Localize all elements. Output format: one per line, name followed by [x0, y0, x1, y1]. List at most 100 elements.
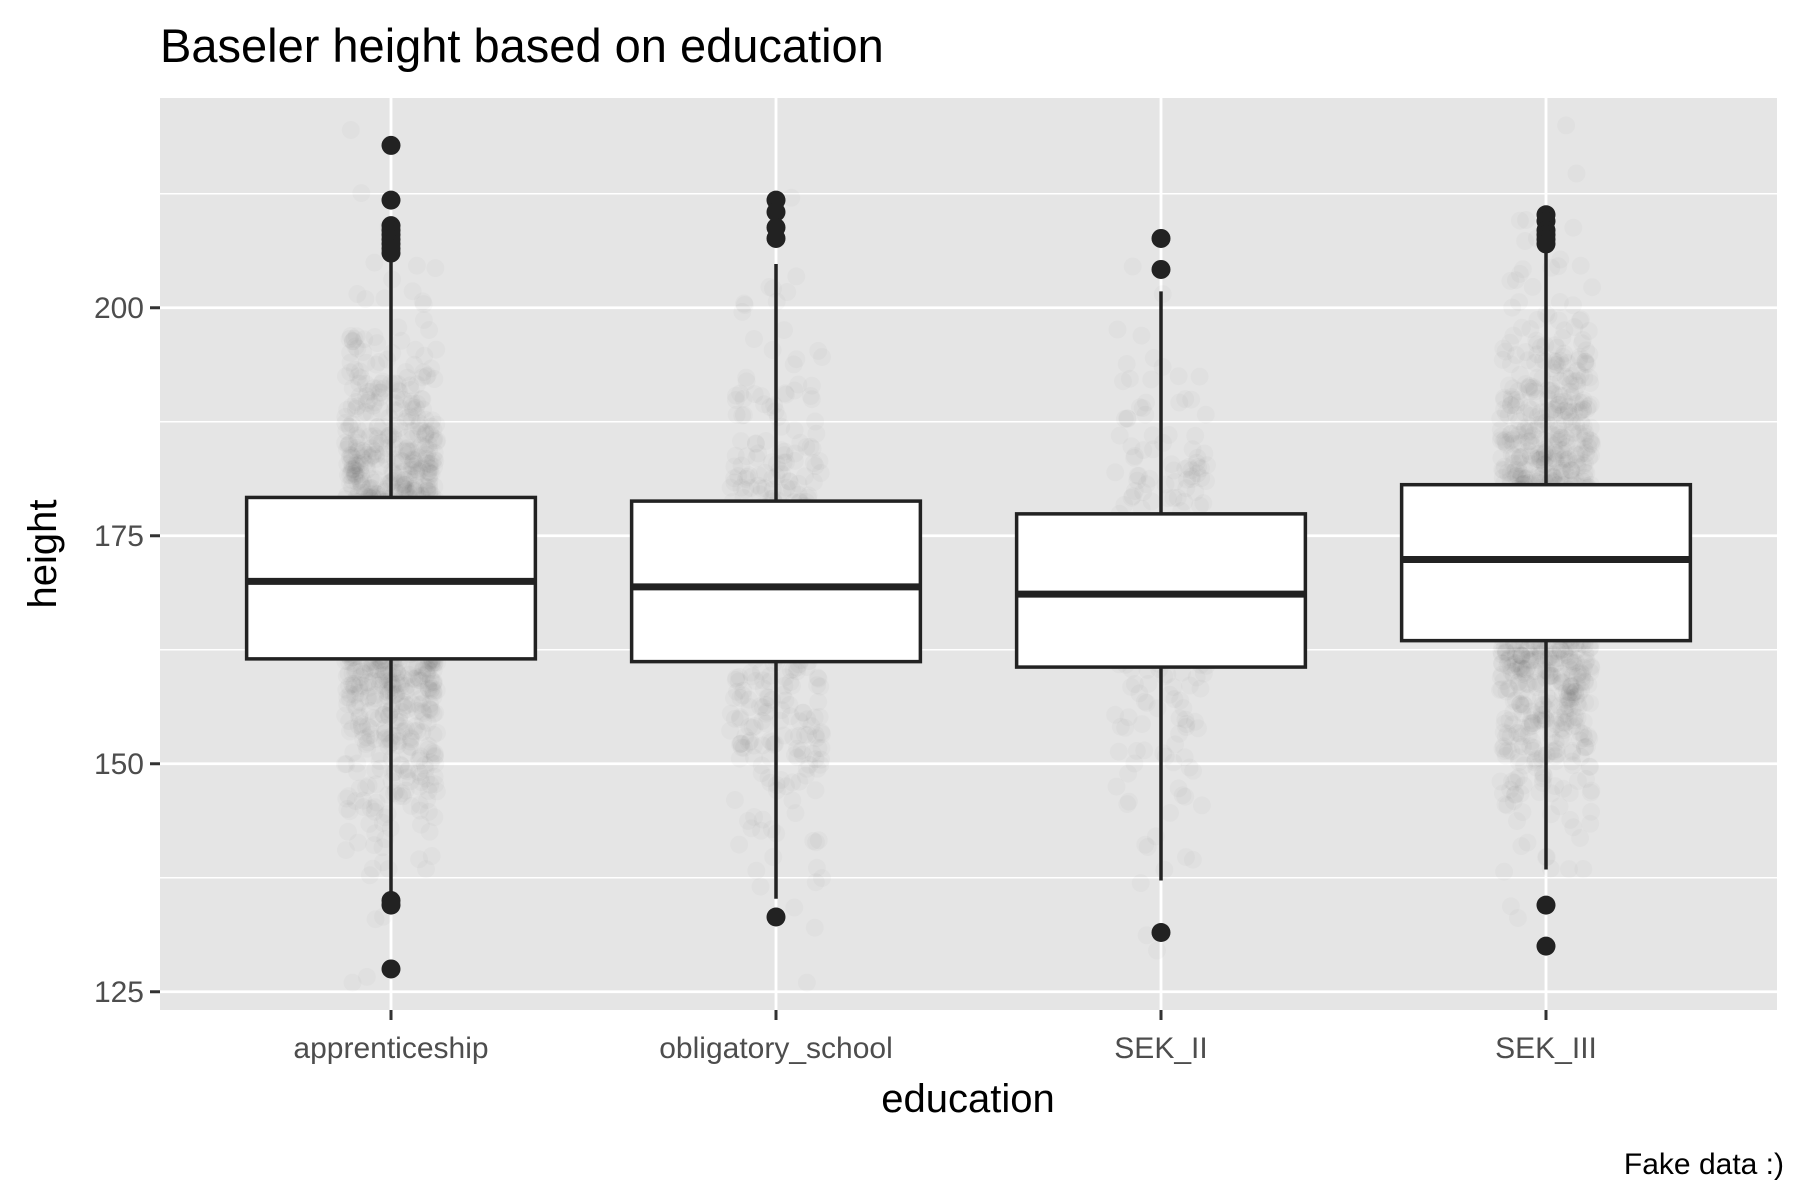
jitter-point	[747, 862, 765, 880]
jitter-point	[1161, 804, 1179, 822]
jitter-point	[1134, 483, 1152, 501]
jitter-point	[1501, 680, 1519, 698]
chart-caption: Fake data :)	[1624, 1148, 1784, 1181]
jitter-point	[1553, 329, 1571, 347]
jitter-point	[1174, 786, 1192, 804]
jitter-point	[1124, 258, 1142, 276]
jitter-point	[1154, 285, 1172, 303]
jitter-point	[408, 257, 426, 275]
outlier-point	[381, 243, 401, 263]
jitter-point	[732, 479, 750, 497]
jitter-point	[1581, 815, 1599, 833]
jitter-point	[807, 781, 825, 799]
x-tick-label: SEK_III	[1495, 1032, 1597, 1065]
jitter-point	[1556, 402, 1574, 420]
jitter-point	[733, 303, 751, 321]
outlier-point	[381, 959, 401, 979]
jitter-point	[786, 445, 804, 463]
jitter-point	[420, 782, 438, 800]
jitter-point	[1554, 356, 1572, 374]
jitter-point	[1563, 742, 1581, 760]
jitter-point	[813, 869, 831, 887]
jitter-point	[1524, 278, 1542, 296]
jitter-point	[421, 695, 439, 713]
jitter-point	[350, 429, 368, 447]
jitter-point	[1564, 219, 1582, 237]
jitter-point	[751, 697, 769, 715]
box-SEK_II	[1014, 228, 1308, 942]
jitter-point	[812, 464, 830, 482]
jitter-point	[342, 121, 360, 139]
jitter-point	[1507, 271, 1525, 289]
jitter-point	[398, 696, 416, 714]
jitter-point	[745, 330, 763, 348]
jitter-point	[1194, 494, 1212, 512]
jitter-point	[730, 836, 748, 854]
jitter-point	[786, 746, 804, 764]
jitter-point	[360, 391, 378, 409]
jitter-point	[783, 791, 801, 809]
jitter-point	[367, 356, 385, 374]
jitter-point	[1511, 449, 1529, 467]
jitter-point	[1565, 657, 1583, 675]
jitter-point	[395, 670, 413, 688]
y-tick-label: 125	[94, 976, 144, 1009]
jitter-point	[806, 413, 824, 431]
jitter-point	[1128, 742, 1146, 760]
jitter-point	[1512, 697, 1530, 715]
jitter-point	[366, 761, 384, 779]
jitter-point	[1174, 699, 1192, 717]
jitter-point	[365, 836, 383, 854]
jitter-point	[1508, 812, 1526, 830]
jitter-point	[420, 803, 438, 821]
jitter-point	[1132, 874, 1150, 892]
jitter-point	[1528, 335, 1546, 353]
jitter-point	[734, 682, 752, 700]
jitter-point	[1504, 430, 1522, 448]
jitter-point	[1136, 836, 1154, 854]
jitter-point	[1582, 784, 1600, 802]
jitter-point	[1495, 863, 1513, 881]
jitter-point	[736, 727, 754, 745]
jitter-point	[1529, 407, 1547, 425]
jitter-point	[386, 763, 404, 781]
jitter-point	[425, 726, 443, 744]
outlier-point	[1151, 228, 1171, 248]
jitter-point	[1191, 368, 1209, 386]
jitter-point	[1524, 714, 1542, 732]
jitter-point	[1568, 676, 1586, 694]
y-axis-title: height	[21, 500, 65, 609]
jitter-point	[1120, 793, 1138, 811]
jitter-point	[790, 475, 808, 493]
jitter-point	[337, 841, 355, 859]
y-tick-label: 175	[94, 520, 144, 553]
jitter-point	[361, 866, 379, 884]
jitter-point	[1553, 451, 1571, 469]
outlier-point	[766, 228, 786, 248]
jitter-point	[341, 802, 359, 820]
jitter-point	[380, 860, 398, 878]
jitter-point	[808, 729, 826, 747]
jitter-point	[1155, 861, 1173, 879]
jitter-point	[397, 363, 415, 381]
jitter-point	[726, 791, 744, 809]
jitter-point	[1568, 377, 1586, 395]
jitter-point	[777, 386, 795, 404]
jitter-point	[415, 311, 433, 329]
jitter-point	[1528, 450, 1546, 468]
jitter-point	[1106, 463, 1124, 481]
jitter-point	[1572, 257, 1590, 275]
jitter-point	[352, 184, 370, 202]
jitter-point	[807, 833, 825, 851]
jitter-point	[1513, 647, 1531, 665]
jitter-point	[1133, 327, 1151, 345]
jitter-point	[1148, 942, 1166, 960]
outlier-point	[1151, 259, 1171, 279]
jitter-point	[346, 675, 364, 693]
jitter-point	[373, 434, 391, 452]
jitter-point	[412, 437, 430, 455]
jitter-point	[1122, 437, 1140, 455]
jitter-point	[1546, 747, 1564, 765]
jitter-point	[790, 727, 808, 745]
outlier-point	[381, 135, 401, 155]
